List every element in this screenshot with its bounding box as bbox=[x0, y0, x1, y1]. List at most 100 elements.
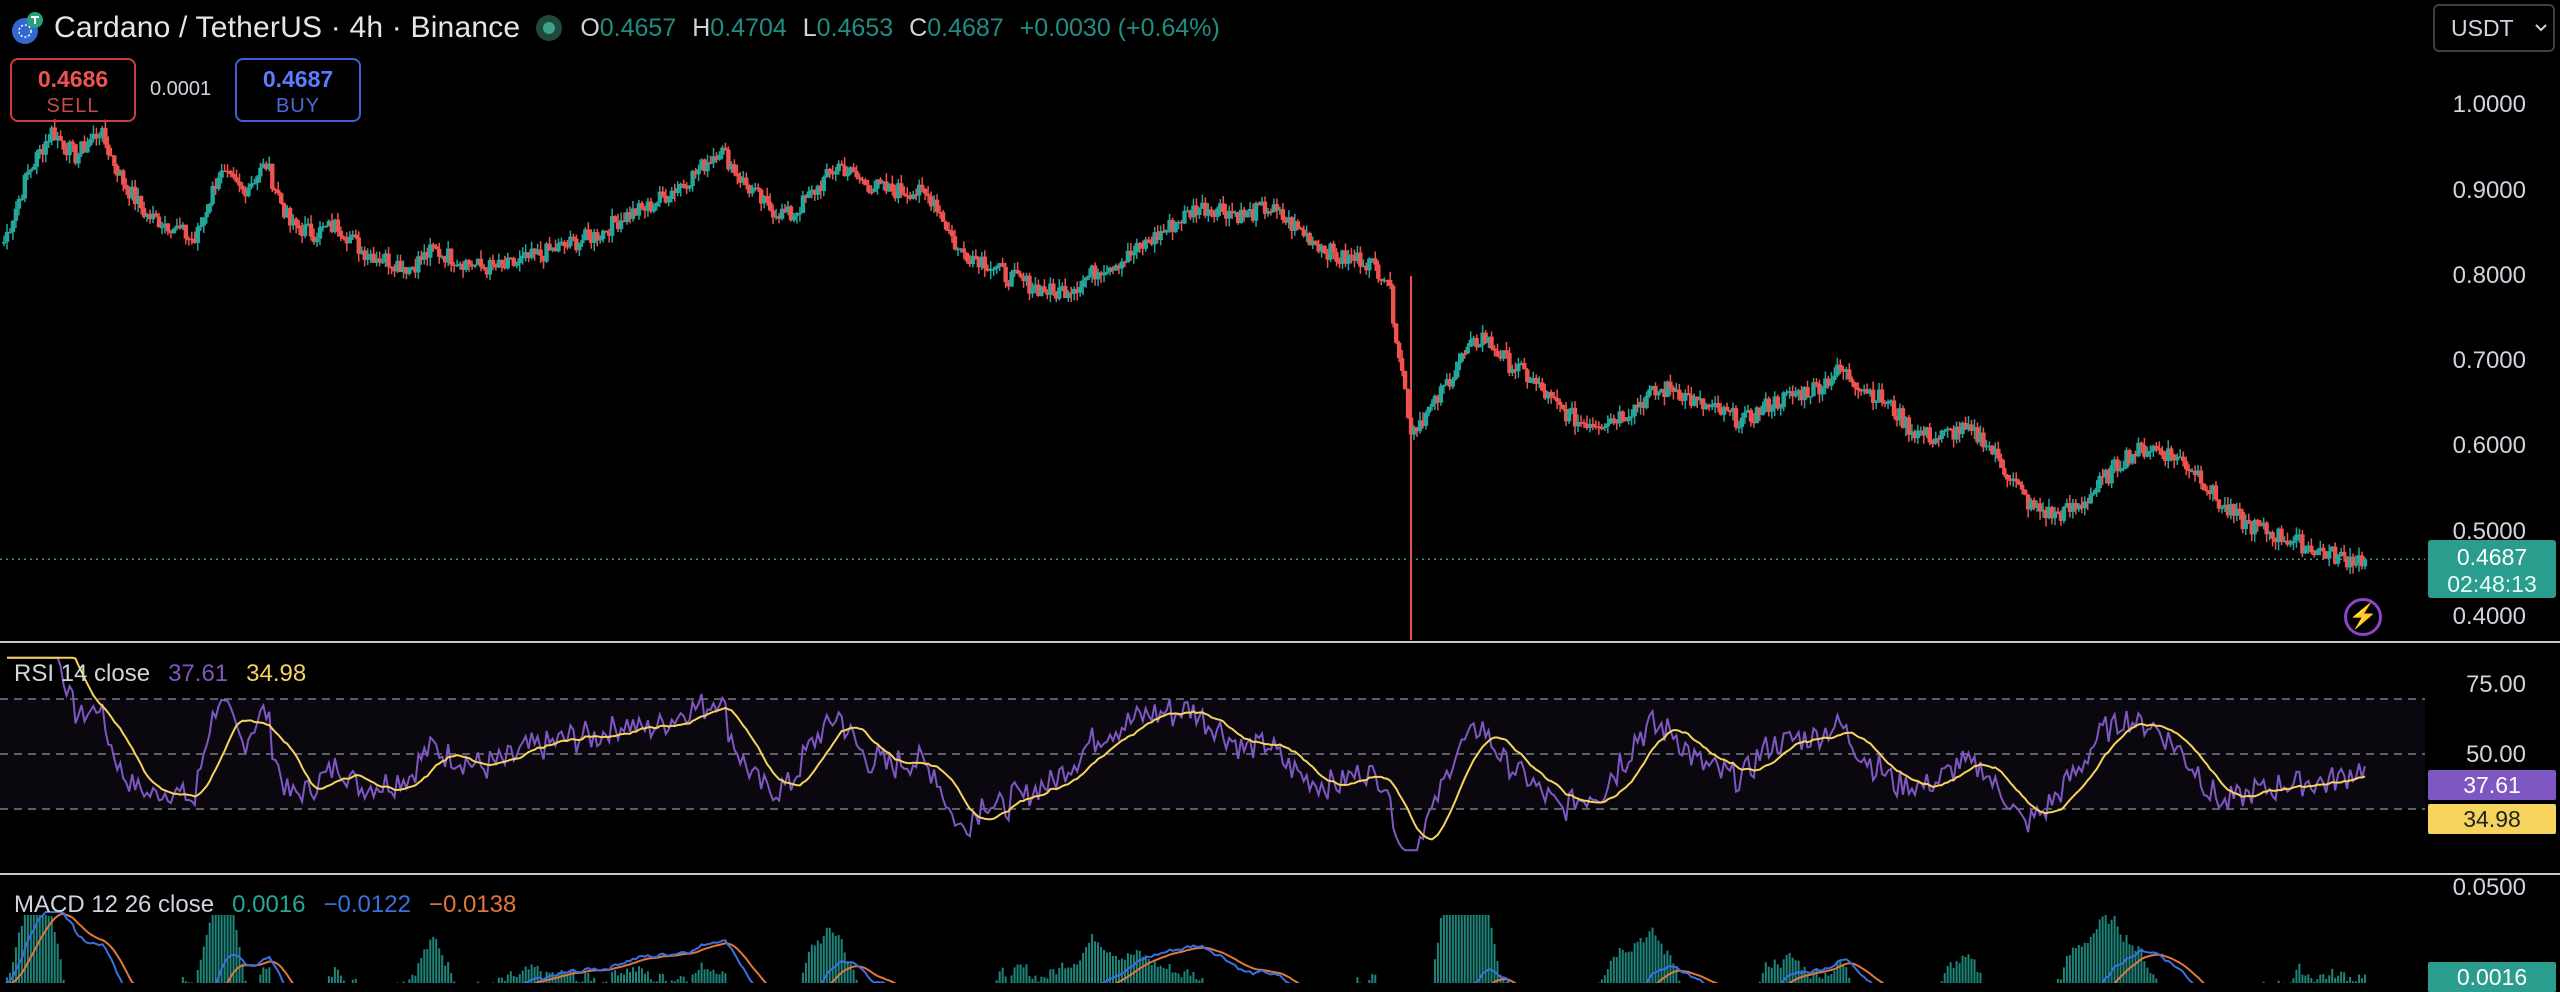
symbol-title[interactable]: Cardano / TetherUS · 4h · Binance bbox=[54, 11, 521, 44]
candle-body bbox=[1471, 338, 1476, 340]
candle-body bbox=[1337, 261, 1342, 264]
candle-body bbox=[49, 127, 54, 141]
candle-body bbox=[508, 257, 513, 260]
candle-body bbox=[1301, 229, 1306, 237]
candle-body bbox=[1229, 210, 1235, 213]
candle-body bbox=[1170, 219, 1175, 233]
high-value: 0.4704 bbox=[710, 13, 787, 42]
candle-body bbox=[451, 264, 457, 267]
buy-button[interactable]: 0.4687 BUY bbox=[235, 58, 361, 122]
candle-body bbox=[359, 250, 364, 254]
candle-body bbox=[636, 203, 642, 216]
candle-body bbox=[1027, 275, 1032, 294]
candle-body bbox=[73, 144, 78, 164]
candle-body bbox=[2037, 503, 2043, 512]
candle-body bbox=[320, 226, 326, 228]
macd-legend[interactable]: MACD 12 26 close 0.0016 −0.0122 −0.0138 bbox=[14, 891, 516, 919]
candle-body bbox=[1411, 427, 1417, 435]
candle-body bbox=[1677, 389, 1682, 400]
candle-body bbox=[1227, 210, 1232, 219]
rsi-legend[interactable]: RSI 14 close 37.61 34.98 bbox=[14, 660, 306, 688]
candle-body bbox=[1799, 390, 1804, 401]
candle-body bbox=[595, 232, 600, 241]
candle-body bbox=[949, 230, 955, 237]
candle-body bbox=[580, 240, 585, 244]
candle-body bbox=[2309, 545, 2314, 553]
candle-body bbox=[648, 201, 654, 212]
candle-body bbox=[1557, 401, 1563, 406]
candle-body bbox=[1054, 291, 1059, 299]
candle-body bbox=[1543, 390, 1548, 399]
candle-body bbox=[1909, 431, 1915, 435]
candle-body bbox=[905, 195, 910, 197]
candle-body bbox=[1748, 410, 1754, 422]
candle-body bbox=[270, 163, 275, 190]
candle-body bbox=[201, 217, 206, 226]
candle-body bbox=[663, 195, 668, 203]
candle-body bbox=[165, 223, 171, 232]
price-axis-label: 1.0000 bbox=[2452, 91, 2526, 118]
candle-body bbox=[1083, 277, 1089, 281]
candle-body bbox=[1256, 203, 1262, 206]
candle-body bbox=[1396, 342, 1402, 359]
cardano-logo-icon[interactable] bbox=[10, 11, 44, 45]
bar-countdown: 02:48:13 bbox=[2447, 571, 2537, 597]
candle-body bbox=[392, 267, 397, 272]
candle-body bbox=[1072, 288, 1077, 294]
candle-body bbox=[2261, 522, 2266, 526]
candle-body bbox=[1080, 280, 1086, 287]
candle-body bbox=[249, 183, 254, 188]
sell-button[interactable]: 0.4686 SELL bbox=[10, 58, 136, 122]
candle-body bbox=[821, 176, 826, 192]
candle-body bbox=[1387, 279, 1393, 286]
candle-body bbox=[720, 147, 725, 155]
candle-body bbox=[931, 199, 937, 207]
candle-body bbox=[2154, 445, 2159, 449]
candle-body bbox=[2258, 524, 2263, 527]
candle-body bbox=[2362, 559, 2368, 567]
candle-body bbox=[290, 218, 296, 226]
candle-body bbox=[1435, 395, 1441, 403]
candle-body bbox=[1566, 409, 1572, 422]
candle-body bbox=[1593, 426, 1599, 428]
lightning-icon[interactable]: ⚡ bbox=[2344, 598, 2382, 636]
candle-body bbox=[675, 188, 680, 194]
currency-selector[interactable]: USDT bbox=[2433, 4, 2555, 52]
candle-body bbox=[326, 220, 332, 226]
candle-body bbox=[246, 187, 251, 197]
macd-axis-label: 0.0500 bbox=[2452, 874, 2526, 901]
candle-body bbox=[1712, 403, 1718, 405]
candle-body bbox=[1519, 363, 1524, 365]
candle-body bbox=[1823, 378, 1828, 389]
candle-body bbox=[1605, 423, 1611, 427]
candle-body bbox=[1271, 204, 1277, 212]
candle-body bbox=[624, 212, 630, 223]
candle-body bbox=[2091, 492, 2096, 495]
market-status-icon bbox=[536, 15, 563, 41]
candle-body bbox=[311, 236, 317, 243]
candle-body bbox=[2353, 563, 2359, 566]
candle-body bbox=[1826, 378, 1831, 386]
candle-body bbox=[1882, 402, 1888, 405]
candle-body bbox=[1498, 356, 1503, 359]
chart-header: Cardano / TetherUS · 4h · Binance O0.465… bbox=[10, 8, 1220, 48]
candle-body bbox=[2160, 450, 2165, 456]
candle-body bbox=[1754, 407, 1760, 424]
candle-body bbox=[1167, 219, 1172, 230]
candle-body bbox=[1730, 408, 1736, 413]
candle-body bbox=[1480, 332, 1485, 346]
candle-body bbox=[1322, 245, 1327, 254]
candle-body bbox=[884, 181, 889, 192]
spread-value: 0.0001 bbox=[150, 78, 212, 100]
candle-body bbox=[94, 133, 99, 138]
candle-body bbox=[1993, 448, 1998, 455]
candle-body bbox=[1420, 420, 1426, 426]
candle-body bbox=[1897, 408, 1903, 421]
candle-body bbox=[1742, 412, 1748, 418]
sell-price: 0.4686 bbox=[37, 66, 109, 92]
candle-body bbox=[1814, 382, 1819, 384]
candle-body bbox=[4, 232, 10, 242]
candle-body bbox=[1760, 405, 1766, 415]
candle-body bbox=[1864, 389, 1870, 394]
